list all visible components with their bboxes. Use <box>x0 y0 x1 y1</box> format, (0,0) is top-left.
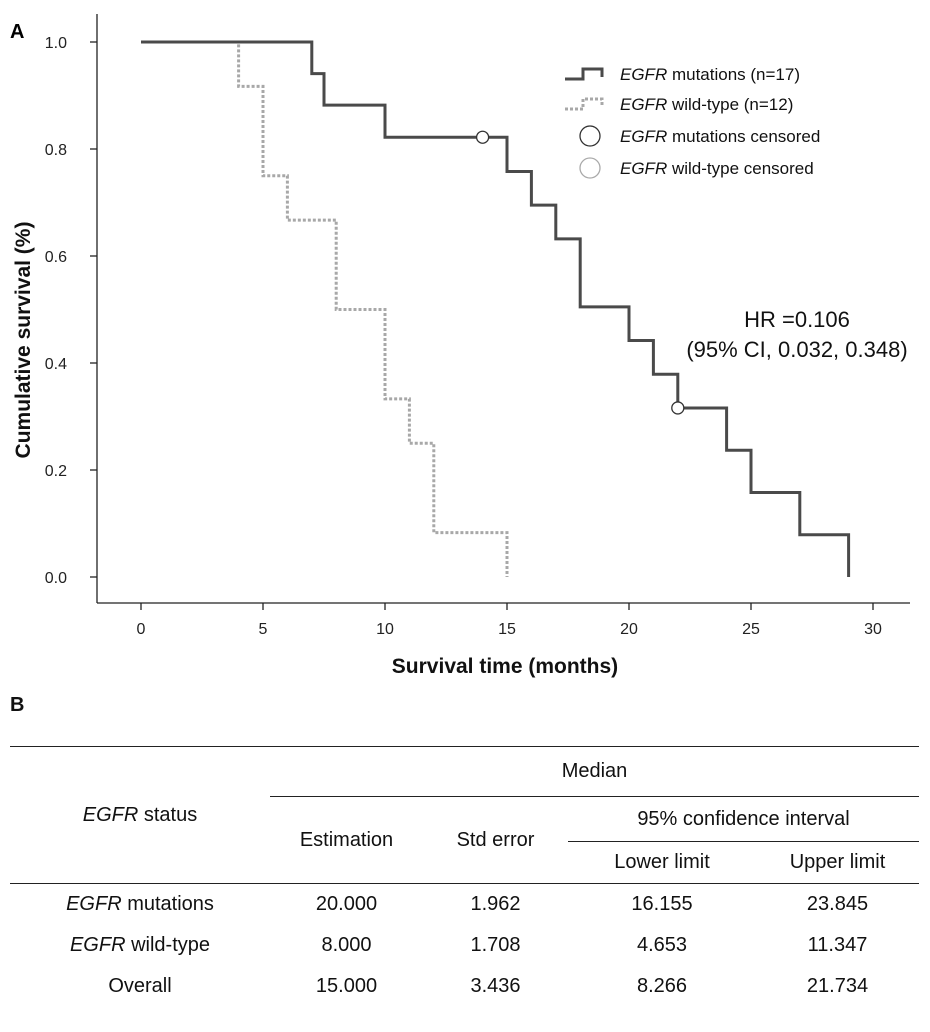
y-tick-label: 0.4 <box>45 356 67 373</box>
legend: EGFR mutations (n=17) EGFR wild-type (n=1… <box>565 65 820 178</box>
survival-chart: A 0 5 10 15 20 25 30 0.0 0.2 0.4 0.6 0.8 1.0 EGFR mu… <box>0 0 930 690</box>
x-tick-label: 25 <box>742 621 760 638</box>
x-tick-label: 30 <box>864 621 882 638</box>
table-row: EGFR wild-type 8.000 1.708 4.653 11.347 <box>10 925 919 966</box>
legend-censor-marker <box>580 126 600 146</box>
lower-limit-cell: 8.266 <box>568 966 756 1007</box>
legend-swatch <box>565 99 602 109</box>
legend-label: EGFR wild-type censored <box>620 159 814 178</box>
legend-censor-marker <box>580 158 600 178</box>
y-axis-title: Cumulative survival (%) <box>12 222 35 459</box>
y-tick-label: 0.2 <box>45 463 67 480</box>
y-tick-label: 0.8 <box>45 142 67 159</box>
upper-limit-cell: 11.347 <box>756 925 919 966</box>
x-tick-label: 20 <box>620 621 638 638</box>
censored-marker <box>477 131 489 143</box>
y-tick-label: 0.0 <box>45 570 67 587</box>
x-tick-label: 5 <box>259 621 268 638</box>
lower-limit-header: Lower limit <box>568 842 756 884</box>
std-error-header: Std error <box>423 797 568 884</box>
x-axis-title: Survival time (months) <box>392 655 618 678</box>
x-tick-label: 10 <box>376 621 394 638</box>
y-tick-label: 1.0 <box>45 35 67 52</box>
std-error-cell: 3.436 <box>423 966 568 1007</box>
legend-swatch <box>565 69 602 79</box>
y-tick-label: 0.6 <box>45 249 67 266</box>
upper-limit-header: Upper limit <box>756 842 919 884</box>
x-tick-label: 15 <box>498 621 516 638</box>
lower-limit-cell: 4.653 <box>568 925 756 966</box>
hr-annotation: HR =0.106 <box>744 307 850 332</box>
survival-curves <box>141 42 849 577</box>
estimation-header: Estimation <box>270 797 423 884</box>
legend-label: EGFR wild-type (n=12) <box>620 95 793 114</box>
ci-header: 95% confidence interval <box>568 797 919 842</box>
status-header: EGFR status <box>10 747 270 884</box>
table-row: EGFR mutations 20.000 1.962 16.155 23.84… <box>10 884 919 926</box>
censored-marker <box>672 402 684 414</box>
row-label: EGFR mutations <box>10 884 270 926</box>
legend-label: EGFR mutations censored <box>620 127 820 146</box>
row-label: Overall <box>10 966 270 1007</box>
median-header: Median <box>270 747 919 797</box>
ci-annotation: (95% CI, 0.032, 0.348) <box>686 337 907 362</box>
std-error-cell: 1.962 <box>423 884 568 926</box>
median-survival-table: EGFR status Median Estimation Std error … <box>10 746 919 1007</box>
panel-b-label: B <box>10 694 24 717</box>
table-row: Overall 15.000 3.436 8.266 21.734 <box>10 966 919 1007</box>
std-error-cell: 1.708 <box>423 925 568 966</box>
estimation-cell: 15.000 <box>270 966 423 1007</box>
upper-limit-cell: 21.734 <box>756 966 919 1007</box>
lower-limit-cell: 16.155 <box>568 884 756 926</box>
row-label: EGFR wild-type <box>10 925 270 966</box>
legend-label: EGFR mutations (n=17) <box>620 65 800 84</box>
estimation-cell: 20.000 <box>270 884 423 926</box>
panel-a-label: A <box>10 21 24 43</box>
upper-limit-cell: 23.845 <box>756 884 919 926</box>
mutations-curve <box>141 42 849 577</box>
wild-type-curve <box>141 42 507 577</box>
estimation-cell: 8.000 <box>270 925 423 966</box>
x-tick-label: 0 <box>137 621 146 638</box>
